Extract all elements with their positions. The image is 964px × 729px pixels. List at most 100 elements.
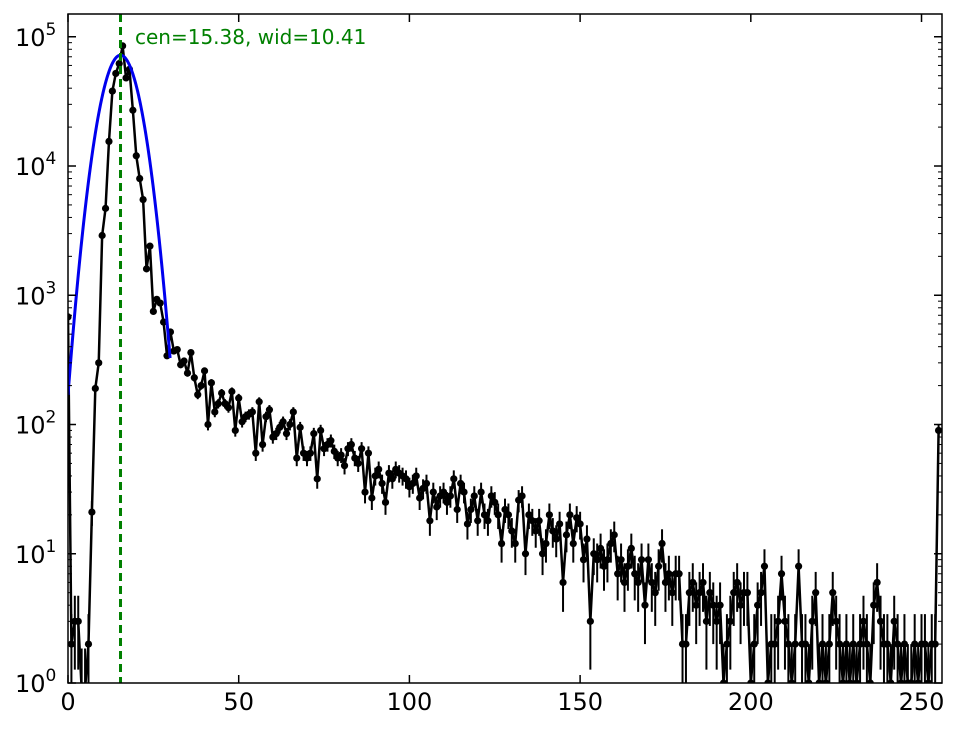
plot-area xyxy=(68,14,942,683)
data-point xyxy=(907,679,915,683)
data-point xyxy=(218,389,226,397)
data-point xyxy=(590,550,598,558)
data-point xyxy=(450,475,458,483)
data-point xyxy=(207,379,215,387)
data-point xyxy=(173,345,181,354)
data-point xyxy=(286,420,294,429)
data-point xyxy=(101,204,110,212)
data-point xyxy=(282,430,291,438)
data-point xyxy=(760,562,769,570)
data-point xyxy=(293,454,301,462)
data-point xyxy=(426,517,434,525)
data-point xyxy=(194,391,202,399)
data-point xyxy=(296,423,304,431)
data-point xyxy=(183,369,192,377)
y-tick-label: 105 xyxy=(15,20,56,52)
data-point xyxy=(460,488,468,496)
data-point xyxy=(385,469,393,477)
data-point xyxy=(559,578,567,587)
data-point xyxy=(354,459,362,468)
data-point xyxy=(262,413,270,421)
data-point xyxy=(187,349,195,357)
data-point xyxy=(429,488,437,496)
data-point xyxy=(801,640,810,648)
x-tick-label: 200 xyxy=(728,688,774,716)
data-point xyxy=(586,617,594,625)
data-point xyxy=(276,423,284,431)
data-point xyxy=(279,418,287,426)
data-point xyxy=(474,517,482,525)
data-point xyxy=(924,679,932,683)
data-point xyxy=(610,531,618,539)
data-point xyxy=(358,445,366,453)
plot-frame xyxy=(67,13,943,684)
x-tick-label: 0 xyxy=(60,688,75,716)
data-point xyxy=(771,640,779,648)
data-point xyxy=(443,498,451,506)
data-point xyxy=(665,570,673,578)
data-point xyxy=(74,617,82,625)
data-point xyxy=(511,539,519,548)
data-point xyxy=(781,617,789,625)
data-point xyxy=(340,462,349,470)
data-point xyxy=(569,539,577,548)
y-tick-label: 100 xyxy=(15,666,56,698)
data-point xyxy=(361,488,369,496)
data-point xyxy=(231,426,239,435)
data-point xyxy=(808,617,816,625)
data-point xyxy=(381,498,390,506)
data-point xyxy=(859,617,868,625)
data-point xyxy=(105,137,113,146)
data-point xyxy=(750,640,758,648)
x-tick-label: 50 xyxy=(223,688,254,716)
data-point xyxy=(467,505,475,514)
data-point xyxy=(439,488,448,496)
data-point xyxy=(228,387,236,396)
data-point xyxy=(272,430,280,438)
data-point xyxy=(774,617,782,625)
y-tick-label: 102 xyxy=(15,408,56,440)
data-point xyxy=(876,617,885,625)
data-point xyxy=(675,570,683,578)
data-point xyxy=(204,420,212,429)
data-point xyxy=(368,494,376,502)
data-point xyxy=(600,562,608,570)
data-point xyxy=(235,394,243,402)
data-point xyxy=(682,640,690,648)
data-point xyxy=(825,640,833,648)
data-point xyxy=(129,106,137,114)
data-point xyxy=(655,562,663,570)
data-point xyxy=(388,475,396,483)
data-point xyxy=(491,498,499,506)
data-point xyxy=(573,514,581,522)
data-point xyxy=(327,437,335,445)
data-point xyxy=(822,679,830,683)
data-point xyxy=(535,517,543,525)
data-point xyxy=(818,640,827,648)
data-point xyxy=(593,556,601,564)
data-point xyxy=(416,494,424,502)
fit-annotation: cen=15.38, wid=10.41 xyxy=(135,25,366,49)
data-point xyxy=(914,679,922,683)
data-point xyxy=(422,479,431,488)
data-point xyxy=(139,195,147,204)
data-point xyxy=(419,484,427,493)
data-point xyxy=(648,578,656,587)
data-point xyxy=(136,174,144,183)
data-point xyxy=(409,479,417,488)
data-point xyxy=(112,69,120,78)
data-point xyxy=(313,475,321,483)
data-point xyxy=(552,535,560,543)
data-point xyxy=(108,87,116,95)
data-point xyxy=(617,556,625,564)
data-point xyxy=(702,617,711,625)
data-point xyxy=(726,617,734,625)
data-point xyxy=(641,601,649,609)
data-point xyxy=(631,570,639,578)
data-point xyxy=(870,601,878,609)
x-axis-ticks: 0 50 100 150 200 250 xyxy=(60,14,944,716)
data-point xyxy=(911,640,919,648)
data-point xyxy=(795,562,803,570)
data-point xyxy=(477,488,485,496)
